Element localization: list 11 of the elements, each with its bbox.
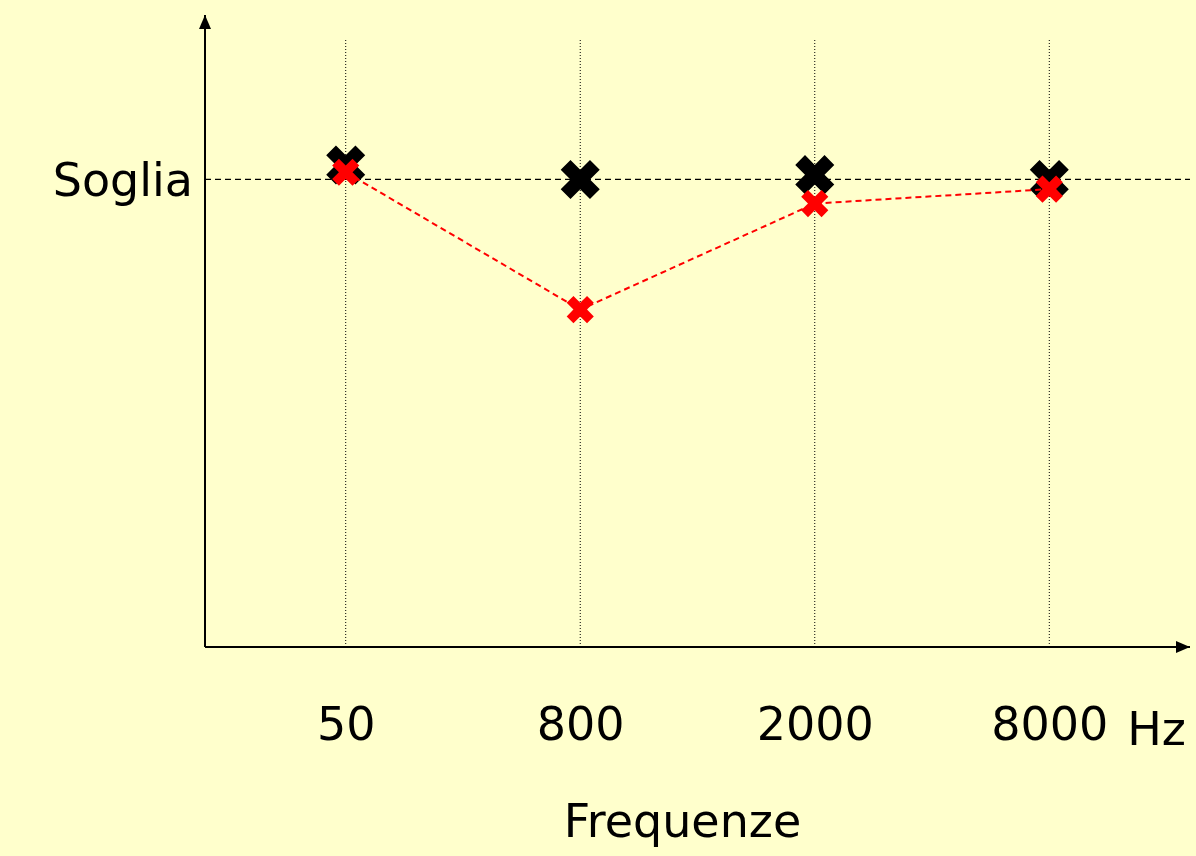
- point: [795, 155, 835, 195]
- x-tick-label: 8000: [991, 696, 1109, 751]
- x-tick-label: 2000: [756, 696, 874, 751]
- x-tick-label: 800: [536, 696, 625, 751]
- point: [566, 296, 594, 324]
- x-axis-title: Frequenze: [563, 794, 802, 848]
- point: [560, 159, 600, 199]
- point: [801, 189, 829, 218]
- ref-line-label: Soglia: [52, 152, 193, 207]
- text: Hz: [1127, 702, 1186, 756]
- x-tick-label: 50: [316, 696, 376, 751]
